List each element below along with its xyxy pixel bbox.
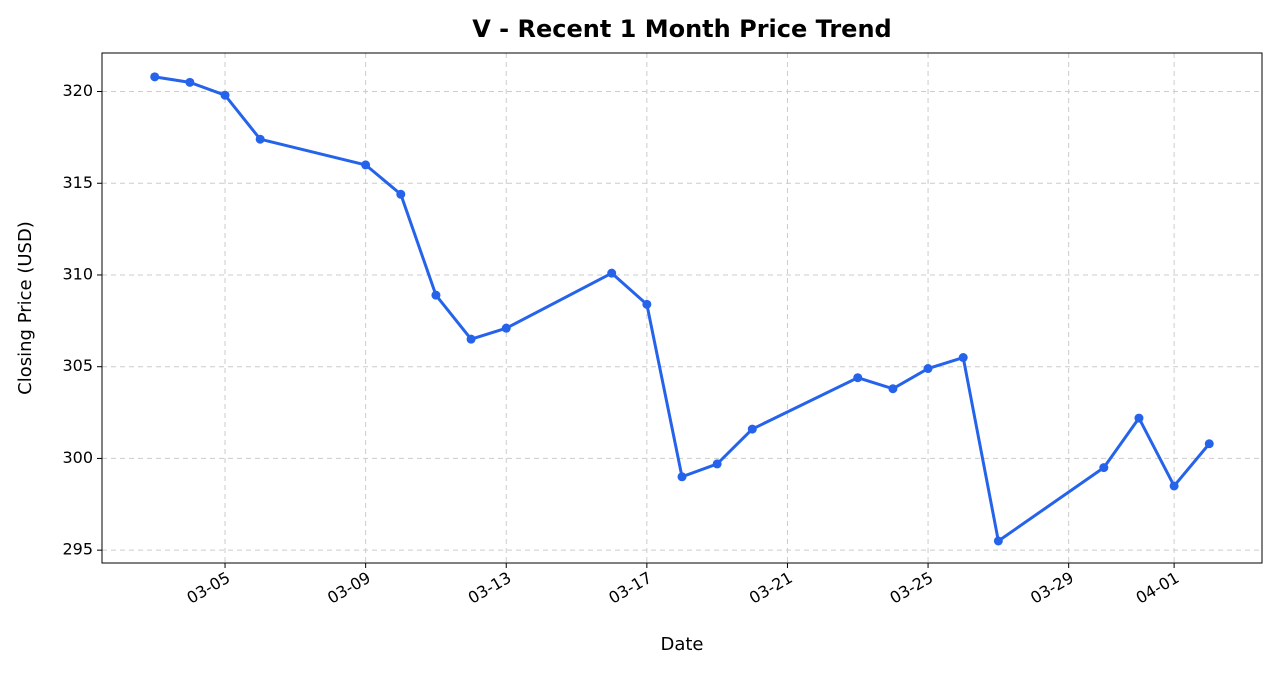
plot-frame bbox=[101, 52, 1263, 564]
price-point bbox=[888, 384, 898, 394]
price-line bbox=[154, 75, 1211, 543]
price-point bbox=[466, 334, 476, 344]
price-point bbox=[1134, 413, 1144, 423]
price-point bbox=[677, 472, 687, 482]
price-point bbox=[747, 424, 757, 434]
price-point bbox=[255, 134, 265, 144]
y-tick-label: 305 bbox=[62, 356, 93, 375]
x-tick-label: 03-05 bbox=[184, 568, 234, 608]
x-tick-label: 03-17 bbox=[605, 568, 655, 608]
price-point bbox=[642, 299, 652, 309]
price-point bbox=[923, 364, 933, 374]
price-point bbox=[958, 353, 968, 363]
y-tick-label: 295 bbox=[62, 540, 93, 559]
price-point bbox=[1204, 439, 1214, 449]
x-tick-label: 03-29 bbox=[1027, 568, 1077, 608]
y-tick-label: 315 bbox=[62, 173, 93, 192]
price-point bbox=[993, 536, 1003, 546]
y-axis-label: Closing Price (USD) bbox=[15, 221, 36, 395]
price-point bbox=[185, 77, 195, 87]
price-point bbox=[220, 90, 230, 100]
price-point bbox=[712, 459, 722, 469]
x-tick-label: 03-09 bbox=[324, 568, 374, 608]
price-point bbox=[501, 323, 511, 333]
price-point bbox=[396, 189, 406, 199]
x-tick-label: 03-25 bbox=[887, 568, 937, 608]
x-tick-label: 03-21 bbox=[746, 568, 796, 608]
price-point bbox=[1169, 481, 1179, 491]
price-point bbox=[361, 160, 371, 170]
price-point bbox=[1099, 463, 1109, 473]
price-point bbox=[431, 290, 441, 300]
x-tick-label: 04-01 bbox=[1133, 568, 1183, 608]
price-point bbox=[853, 373, 863, 383]
y-tick-label: 300 bbox=[62, 448, 93, 467]
x-axis-label: Date bbox=[660, 634, 703, 655]
x-tick-label: 03-13 bbox=[465, 568, 515, 608]
price-point bbox=[150, 72, 160, 82]
chart-title: V - Recent 1 Month Price Trend bbox=[472, 15, 891, 43]
y-tick-label: 310 bbox=[62, 264, 93, 283]
y-tick-label: 320 bbox=[62, 81, 93, 100]
price-point bbox=[607, 268, 617, 278]
